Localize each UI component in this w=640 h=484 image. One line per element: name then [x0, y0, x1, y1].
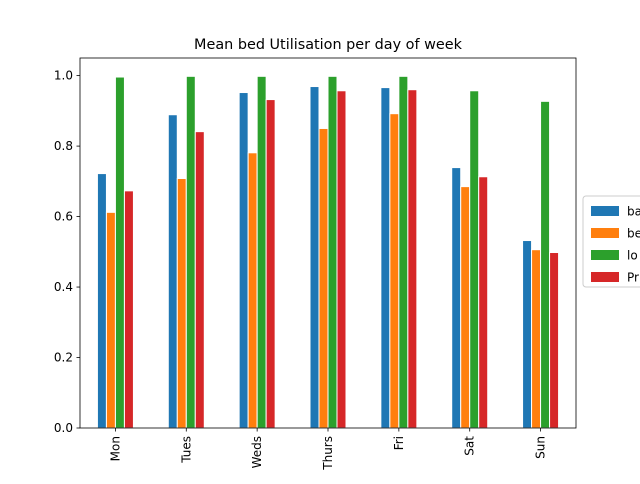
x-tick-label-thurs: Thurs — [321, 436, 335, 471]
bar-Pr-mon — [123, 190, 134, 429]
y-tick-label: 0.6 — [54, 210, 73, 224]
x-tick-label-mon: Mon — [108, 436, 122, 461]
bar-ba-weds — [238, 92, 249, 429]
bar-ba-tues — [167, 114, 178, 429]
y-tick-label: 0.2 — [54, 351, 73, 365]
bar-be-fri — [389, 113, 400, 429]
bar-be-tues — [176, 178, 187, 429]
bar-be-mon — [105, 211, 116, 429]
legend-label-lo: lo — [627, 249, 638, 263]
bar-ba-mon — [96, 173, 107, 429]
y-tick-label: 0.4 — [54, 280, 73, 294]
bar-lo-fri — [398, 75, 409, 429]
x-tick-label-weds: Weds — [250, 436, 264, 468]
bar-ba-fri — [380, 87, 391, 429]
bar-Pr-sat — [478, 176, 489, 429]
bar-Pr-weds — [265, 99, 276, 429]
legend: ba be lo Pr — [582, 195, 640, 288]
legend-swatch-be — [591, 228, 619, 238]
y-tick-label: 0.8 — [54, 139, 73, 153]
legend-label-be: be — [627, 227, 640, 241]
chart-title: Mean bed Utilisation per day of week — [194, 37, 463, 53]
bars-layer — [96, 75, 560, 429]
legend-box — [582, 195, 640, 288]
bar-lo-sat — [469, 90, 480, 429]
legend-swatch-ba — [591, 206, 619, 216]
bar-ba-sun — [522, 240, 533, 429]
legend-label-ba: ba — [627, 205, 640, 219]
bar-be-sat — [460, 186, 471, 429]
bar-ba-thurs — [309, 86, 320, 429]
legend-swatch-Pr — [591, 272, 619, 282]
bar-Pr-sun — [549, 252, 560, 429]
bar-be-thurs — [318, 127, 329, 429]
bar-lo-tues — [185, 75, 196, 429]
axes-layer: 0.0 0.2 0.4 0.6 0.8 1.0 Mon Tues Weds Thurs Fri Sat… — [54, 57, 577, 471]
bar-be-weds — [247, 152, 258, 429]
bar-lo-mon — [114, 76, 125, 429]
legend-swatch-lo — [591, 250, 619, 260]
bar-Pr-thurs — [336, 90, 347, 429]
x-tick-label-fri: Fri — [392, 436, 406, 450]
bar-lo-thurs — [327, 75, 338, 429]
x-tick-label-tues: Tues — [179, 436, 193, 464]
y-tick-label: 1.0 — [54, 69, 73, 83]
x-tick-label-sun: Sun — [534, 436, 548, 459]
bar-ba-sat — [451, 167, 462, 429]
bar-lo-weds — [256, 75, 267, 429]
legend-label-Pr: Pr — [627, 271, 639, 285]
bar-Pr-fri — [407, 89, 418, 429]
bar-be-sun — [531, 249, 542, 429]
bar-Pr-tues — [194, 131, 205, 429]
bar-lo-sun — [540, 100, 551, 429]
y-tick-label: 0.0 — [54, 421, 73, 435]
x-tick-label-sat: Sat — [463, 436, 477, 456]
